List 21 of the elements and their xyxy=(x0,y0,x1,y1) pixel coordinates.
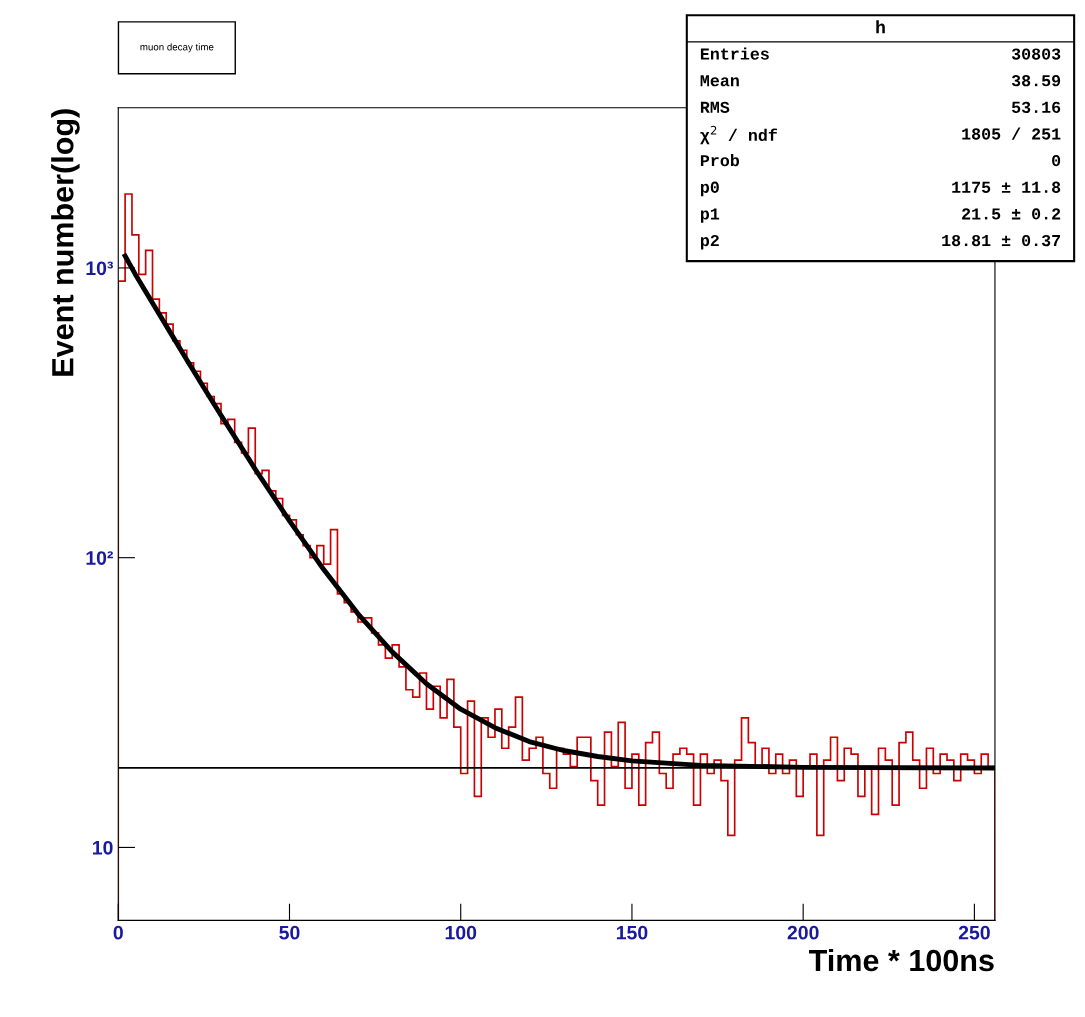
chart-title: muon decay time xyxy=(140,43,214,53)
y-tick-label: 10² xyxy=(86,551,113,565)
x-tick-label: 100 xyxy=(445,925,477,940)
text: h xyxy=(876,20,885,34)
y-tick-label: 10³ xyxy=(86,261,113,276)
text: Entries 30803 xyxy=(700,47,1061,60)
text: Mean 38.59 xyxy=(700,75,1061,87)
text: RMS 53.16 xyxy=(700,101,1061,114)
x-tick-label: 200 xyxy=(787,925,819,940)
x-tick-label: 150 xyxy=(616,925,648,940)
text: p0 1175 ± 11.8 xyxy=(700,181,1061,197)
x-axis-title: Time * 100ns xyxy=(809,948,994,972)
text: χ$^{2}$ / ndf 1805 / 251 xyxy=(700,125,1061,145)
y-tick-label: 10 xyxy=(93,840,113,855)
x-tick-label: 50 xyxy=(279,925,300,940)
x-tick-label: 250 xyxy=(958,925,990,940)
text: p1 21.5 ± 0.2 xyxy=(700,208,1061,223)
text: p2 18.81 ± 0.37 xyxy=(700,234,1060,250)
x-tick-label: 0 xyxy=(113,925,123,940)
text: Prob 0 xyxy=(700,154,1061,167)
y-axis-title: Event number(log) xyxy=(51,109,80,376)
